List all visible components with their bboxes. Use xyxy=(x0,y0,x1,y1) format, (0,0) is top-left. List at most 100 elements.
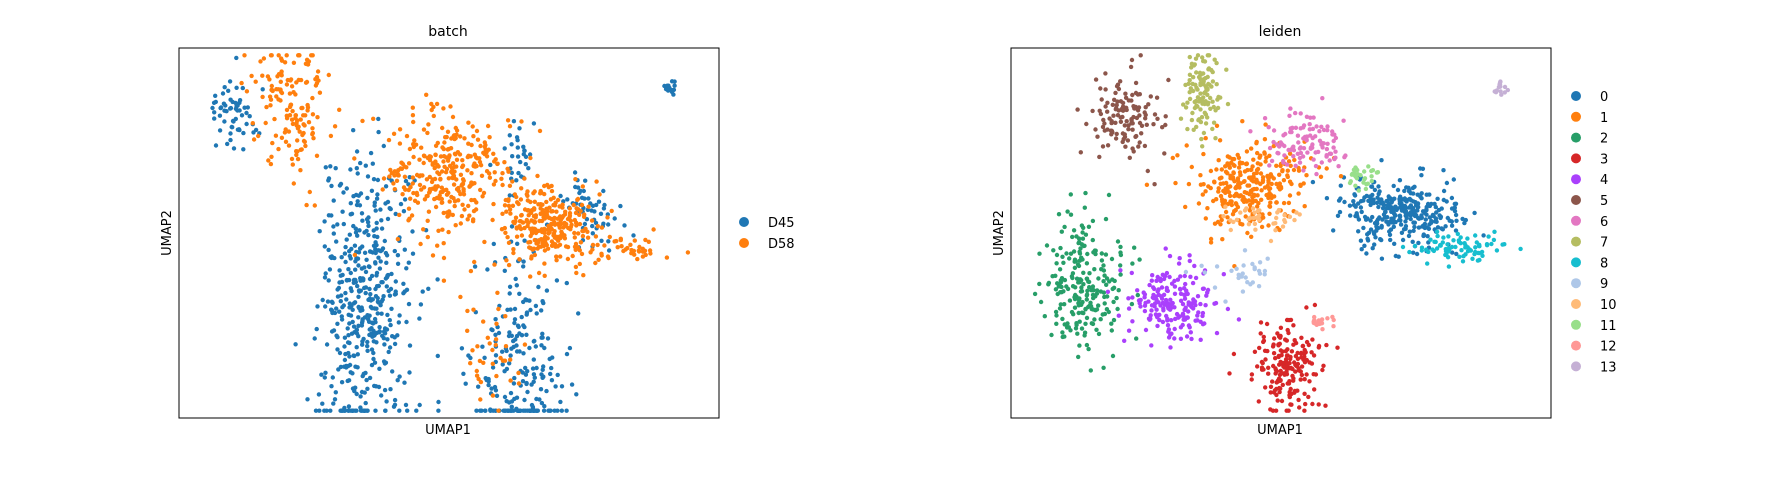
point-batch-D45 xyxy=(514,343,519,348)
point-leiden-9 xyxy=(1242,248,1248,253)
point-leiden-0 xyxy=(1385,203,1390,208)
point-batch-D58 xyxy=(389,171,394,176)
point-batch-D58 xyxy=(419,145,424,150)
point-batch-D58 xyxy=(304,57,310,62)
point-batch-D45 xyxy=(375,234,380,240)
point-leiden-0 xyxy=(1376,191,1381,197)
point-leiden-1 xyxy=(1247,208,1253,213)
point-leiden-3 xyxy=(1302,391,1307,396)
point-leiden-1 xyxy=(1250,194,1255,200)
point-leiden-12 xyxy=(1319,317,1325,322)
point-leiden-7 xyxy=(1196,117,1202,122)
point-batch-D58 xyxy=(576,231,581,236)
legend-label-10: 10 xyxy=(1600,298,1617,313)
point-leiden-6 xyxy=(1288,147,1293,153)
point-leiden-3 xyxy=(1271,351,1277,356)
point-leiden-0 xyxy=(1392,241,1397,246)
point-batch-D45 xyxy=(322,275,328,280)
point-leiden-0 xyxy=(1406,233,1412,239)
point-leiden-3 xyxy=(1249,377,1254,382)
point-leiden-1 xyxy=(1257,155,1262,160)
point-leiden-4 xyxy=(1150,273,1155,278)
point-leiden-0 xyxy=(1449,206,1455,211)
point-batch-D58 xyxy=(491,182,497,187)
point-leiden-7 xyxy=(1196,74,1202,80)
point-batch-D58 xyxy=(296,124,301,129)
point-batch-D45 xyxy=(362,265,367,270)
point-batch-D58 xyxy=(567,211,573,216)
point-batch-D58 xyxy=(469,142,474,148)
point-leiden-2 xyxy=(1096,276,1101,281)
point-batch-D45 xyxy=(381,143,386,149)
point-batch-D45 xyxy=(358,394,363,399)
point-batch-D45 xyxy=(396,320,401,325)
point-batch-D58 xyxy=(295,138,300,143)
point-batch-D58 xyxy=(505,235,510,240)
point-batch-D45 xyxy=(406,260,411,265)
point-batch-D45 xyxy=(507,291,512,296)
point-leiden-0 xyxy=(1416,225,1422,230)
point-leiden-11 xyxy=(1353,174,1358,179)
point-leiden-1 xyxy=(1184,143,1189,148)
point-leiden-4 xyxy=(1187,253,1192,258)
point-batch-D58 xyxy=(614,238,619,244)
point-batch-D45 xyxy=(374,196,380,201)
point-leiden-12 xyxy=(1331,324,1336,329)
point-leiden-3 xyxy=(1258,320,1264,325)
point-leiden-3 xyxy=(1288,386,1293,392)
point-batch-D45 xyxy=(483,408,488,413)
point-batch-D58 xyxy=(291,181,296,186)
point-batch-D58 xyxy=(548,197,554,202)
point-leiden-0 xyxy=(1388,227,1394,232)
point-batch-D58 xyxy=(590,242,596,248)
point-batch-D45 xyxy=(348,270,353,276)
point-leiden-2 xyxy=(1118,252,1124,258)
point-batch-D58 xyxy=(433,152,438,158)
point-batch-D45 xyxy=(395,253,401,258)
point-leiden-12 xyxy=(1325,316,1330,321)
point-leiden-4 xyxy=(1182,296,1188,301)
point-batch-D45 xyxy=(405,408,410,413)
point-batch-D45 xyxy=(342,405,347,411)
point-leiden-4 xyxy=(1156,300,1161,305)
point-batch-D58 xyxy=(577,261,582,267)
point-leiden-8 xyxy=(1428,237,1433,242)
legend-label-2: 2 xyxy=(1600,132,1608,147)
point-leiden-8 xyxy=(1435,233,1440,239)
point-leiden-1 xyxy=(1218,222,1223,227)
point-leiden-1 xyxy=(1254,139,1259,145)
point-leiden-2 xyxy=(1054,252,1060,258)
point-leiden-3 xyxy=(1300,343,1306,349)
point-batch-D58 xyxy=(337,107,342,113)
point-leiden-5 xyxy=(1105,100,1110,106)
point-batch-D58 xyxy=(504,258,509,263)
point-batch-D58 xyxy=(404,133,410,139)
point-batch-D58 xyxy=(527,208,532,214)
point-leiden-3 xyxy=(1277,389,1282,395)
point-batch-D45 xyxy=(347,249,352,254)
point-leiden-1 xyxy=(1220,237,1225,242)
point-batch-D45 xyxy=(368,150,374,156)
point-leiden-1 xyxy=(1255,204,1260,209)
point-batch-D58 xyxy=(595,242,600,248)
point-leiden-5 xyxy=(1127,155,1133,160)
point-batch-D58 xyxy=(586,204,591,209)
point-leiden-5 xyxy=(1097,154,1102,160)
leiden-points xyxy=(1032,53,1523,413)
point-leiden-5 xyxy=(1078,150,1084,155)
point-leiden-7 xyxy=(1214,60,1219,66)
point-leiden-5 xyxy=(1113,136,1119,141)
point-leiden-0 xyxy=(1411,220,1416,225)
point-leiden-1 xyxy=(1286,200,1292,206)
point-leiden-1 xyxy=(1224,180,1229,186)
point-batch-D45 xyxy=(504,366,510,372)
point-batch-D45 xyxy=(346,267,351,272)
point-batch-D58 xyxy=(473,164,478,169)
point-batch-D58 xyxy=(565,256,571,262)
point-batch-D58 xyxy=(531,214,537,219)
point-leiden-2 xyxy=(1106,192,1112,198)
point-batch-D45 xyxy=(384,284,389,289)
point-batch-D58 xyxy=(417,157,422,162)
point-batch-D45 xyxy=(383,408,388,413)
point-batch-D45 xyxy=(385,337,390,342)
